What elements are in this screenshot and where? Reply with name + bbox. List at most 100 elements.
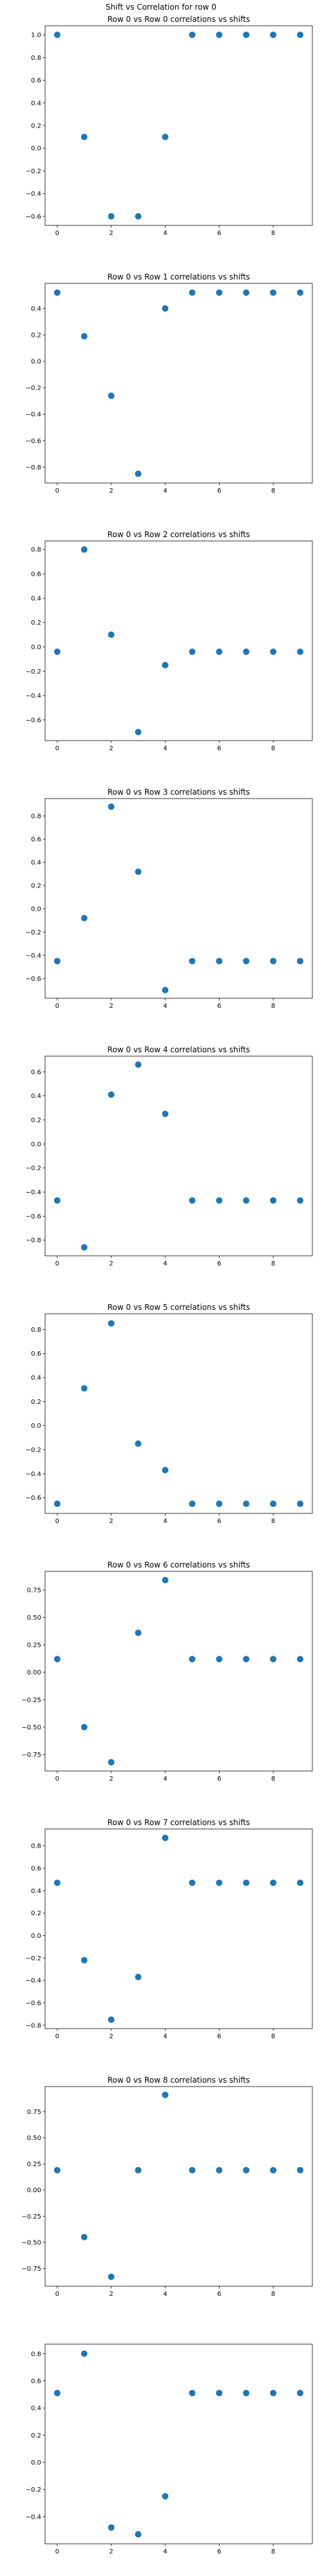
data-point xyxy=(297,1879,304,1886)
data-point xyxy=(108,2016,115,2023)
y-tick-label: 0.0 xyxy=(31,906,41,913)
data-point xyxy=(270,1656,277,1663)
y-tick-label: −0.4 xyxy=(26,1471,41,1478)
data-point xyxy=(297,289,304,296)
y-tick-label: 0.4 xyxy=(31,100,41,107)
y-tick-label: 0.4 xyxy=(31,860,41,867)
subplot-7: Row 0 vs Row 7 correlations vs shifts 0 2 4… xyxy=(26,1818,313,2040)
subplot-title: Row 0 vs Row 7 correlations vs shifts xyxy=(108,1818,250,1827)
x-tick-label: 4 xyxy=(163,1260,167,1267)
data-point xyxy=(135,728,142,735)
y-tick-label: 0.4 xyxy=(31,1374,41,1381)
y-tick-label: −0.6 xyxy=(26,1213,41,1220)
x-tick-label: 6 xyxy=(217,2291,221,2298)
figure-suptitle: Shift vs Correlation for row 0 xyxy=(106,3,216,12)
x-tick-label: 4 xyxy=(163,2548,167,2555)
y-tick-label: 0.4 xyxy=(31,2405,41,2412)
y-tick-label: 0.8 xyxy=(31,55,41,62)
y-tick-label: 0.75 xyxy=(27,2108,41,2116)
axes-frame xyxy=(44,1828,313,2029)
x-tick-label: 2 xyxy=(109,1518,113,1525)
data-point xyxy=(135,1061,142,1068)
data-point xyxy=(189,1656,196,1663)
data-point xyxy=(270,289,277,296)
data-point xyxy=(189,649,196,656)
x-tick-label: 4 xyxy=(163,1776,167,1783)
data-point xyxy=(80,1385,88,1392)
y-tick-label: −0.6 xyxy=(26,2000,41,2007)
subplot-title: Row 0 vs Row 2 correlations vs shifts xyxy=(108,530,250,539)
data-point xyxy=(216,289,223,296)
x-tick-label: 0 xyxy=(55,1003,59,1010)
data-point xyxy=(53,958,61,965)
subplot-6: Row 0 vs Row 6 correlations vs shifts 0 2 4… xyxy=(21,1560,313,1783)
y-tick-label: −0.6 xyxy=(26,213,41,220)
data-point xyxy=(53,1197,61,1204)
x-tick-label: 6 xyxy=(217,2033,221,2040)
x-tick-label: 8 xyxy=(271,2548,275,2555)
y-tick-label: −0.4 xyxy=(26,2514,41,2521)
data-point xyxy=(53,2389,61,2396)
subplot-title: Row 0 vs Row 1 correlations vs shifts xyxy=(108,272,250,281)
data-point xyxy=(53,2166,61,2174)
data-point xyxy=(80,546,88,553)
axes-frame xyxy=(44,1056,313,1256)
data-point xyxy=(216,1197,223,1204)
axes-frame xyxy=(44,25,313,226)
x-tick-label: 4 xyxy=(163,745,167,752)
y-tick-label: 0.4 xyxy=(31,1093,41,1100)
subplot-5: Row 0 vs Row 5 correlations vs shifts 0 2 4… xyxy=(26,1303,313,1525)
data-point xyxy=(270,1501,277,1508)
x-tick-label: 4 xyxy=(163,230,167,237)
data-point xyxy=(80,1956,88,1964)
x-tick-label: 4 xyxy=(163,2033,167,2040)
y-tick-label: −0.6 xyxy=(26,717,41,724)
y-tick-label: −0.4 xyxy=(26,693,41,700)
y-tick-label: −0.2 xyxy=(26,929,41,936)
data-point xyxy=(162,661,169,668)
y-tick-label: −0.50 xyxy=(21,1724,41,1731)
x-tick-label: 4 xyxy=(163,1518,167,1525)
data-point xyxy=(270,1879,277,1886)
y-tick-label: −0.6 xyxy=(26,438,41,445)
y-tick-label: −0.50 xyxy=(21,2239,41,2246)
y-tick-label: 0.8 xyxy=(31,1843,41,1850)
data-point xyxy=(243,649,250,656)
data-point xyxy=(243,1197,250,1204)
data-point xyxy=(135,2531,142,2538)
data-point xyxy=(216,1656,223,1663)
subplot-title: Row 0 vs Row 4 correlations vs shifts xyxy=(108,1045,250,1054)
data-point xyxy=(216,32,223,39)
x-tick-label: 6 xyxy=(217,745,221,752)
x-tick-label: 0 xyxy=(55,2033,59,2040)
x-tick-label: 2 xyxy=(109,745,113,752)
data-point xyxy=(108,2273,115,2280)
y-tick-label: 0.50 xyxy=(27,1615,41,1622)
data-point xyxy=(243,2389,250,2396)
data-point xyxy=(270,2389,277,2396)
y-tick-label: 0.00 xyxy=(27,1669,41,1676)
y-tick-label: 0.6 xyxy=(31,77,41,84)
x-tick-label: 8 xyxy=(271,1260,275,1267)
x-tick-label: 2 xyxy=(109,230,113,237)
data-point xyxy=(80,2350,88,2357)
y-tick-label: 0.8 xyxy=(31,1327,41,1334)
data-point xyxy=(270,2166,277,2174)
x-tick-label: 2 xyxy=(109,1260,113,1267)
y-tick-label: 0.2 xyxy=(31,620,41,627)
x-tick-label: 8 xyxy=(271,2033,275,2040)
y-tick-label: 0.2 xyxy=(31,883,41,890)
data-point xyxy=(189,1197,196,1204)
subplot-1: Row 0 vs Row 1 correlations vs shifts 0 2 4… xyxy=(26,272,313,495)
data-point xyxy=(80,133,88,140)
data-point xyxy=(297,958,304,965)
x-tick-label: 0 xyxy=(55,2291,59,2298)
data-point xyxy=(135,1629,142,1636)
y-tick-label: 0.2 xyxy=(31,1910,41,1917)
data-point xyxy=(216,1501,223,1508)
y-tick-label: −0.75 xyxy=(21,1752,41,1759)
y-tick-label: 0.0 xyxy=(31,1141,41,1148)
data-point xyxy=(108,392,115,399)
data-point xyxy=(162,1110,169,1117)
